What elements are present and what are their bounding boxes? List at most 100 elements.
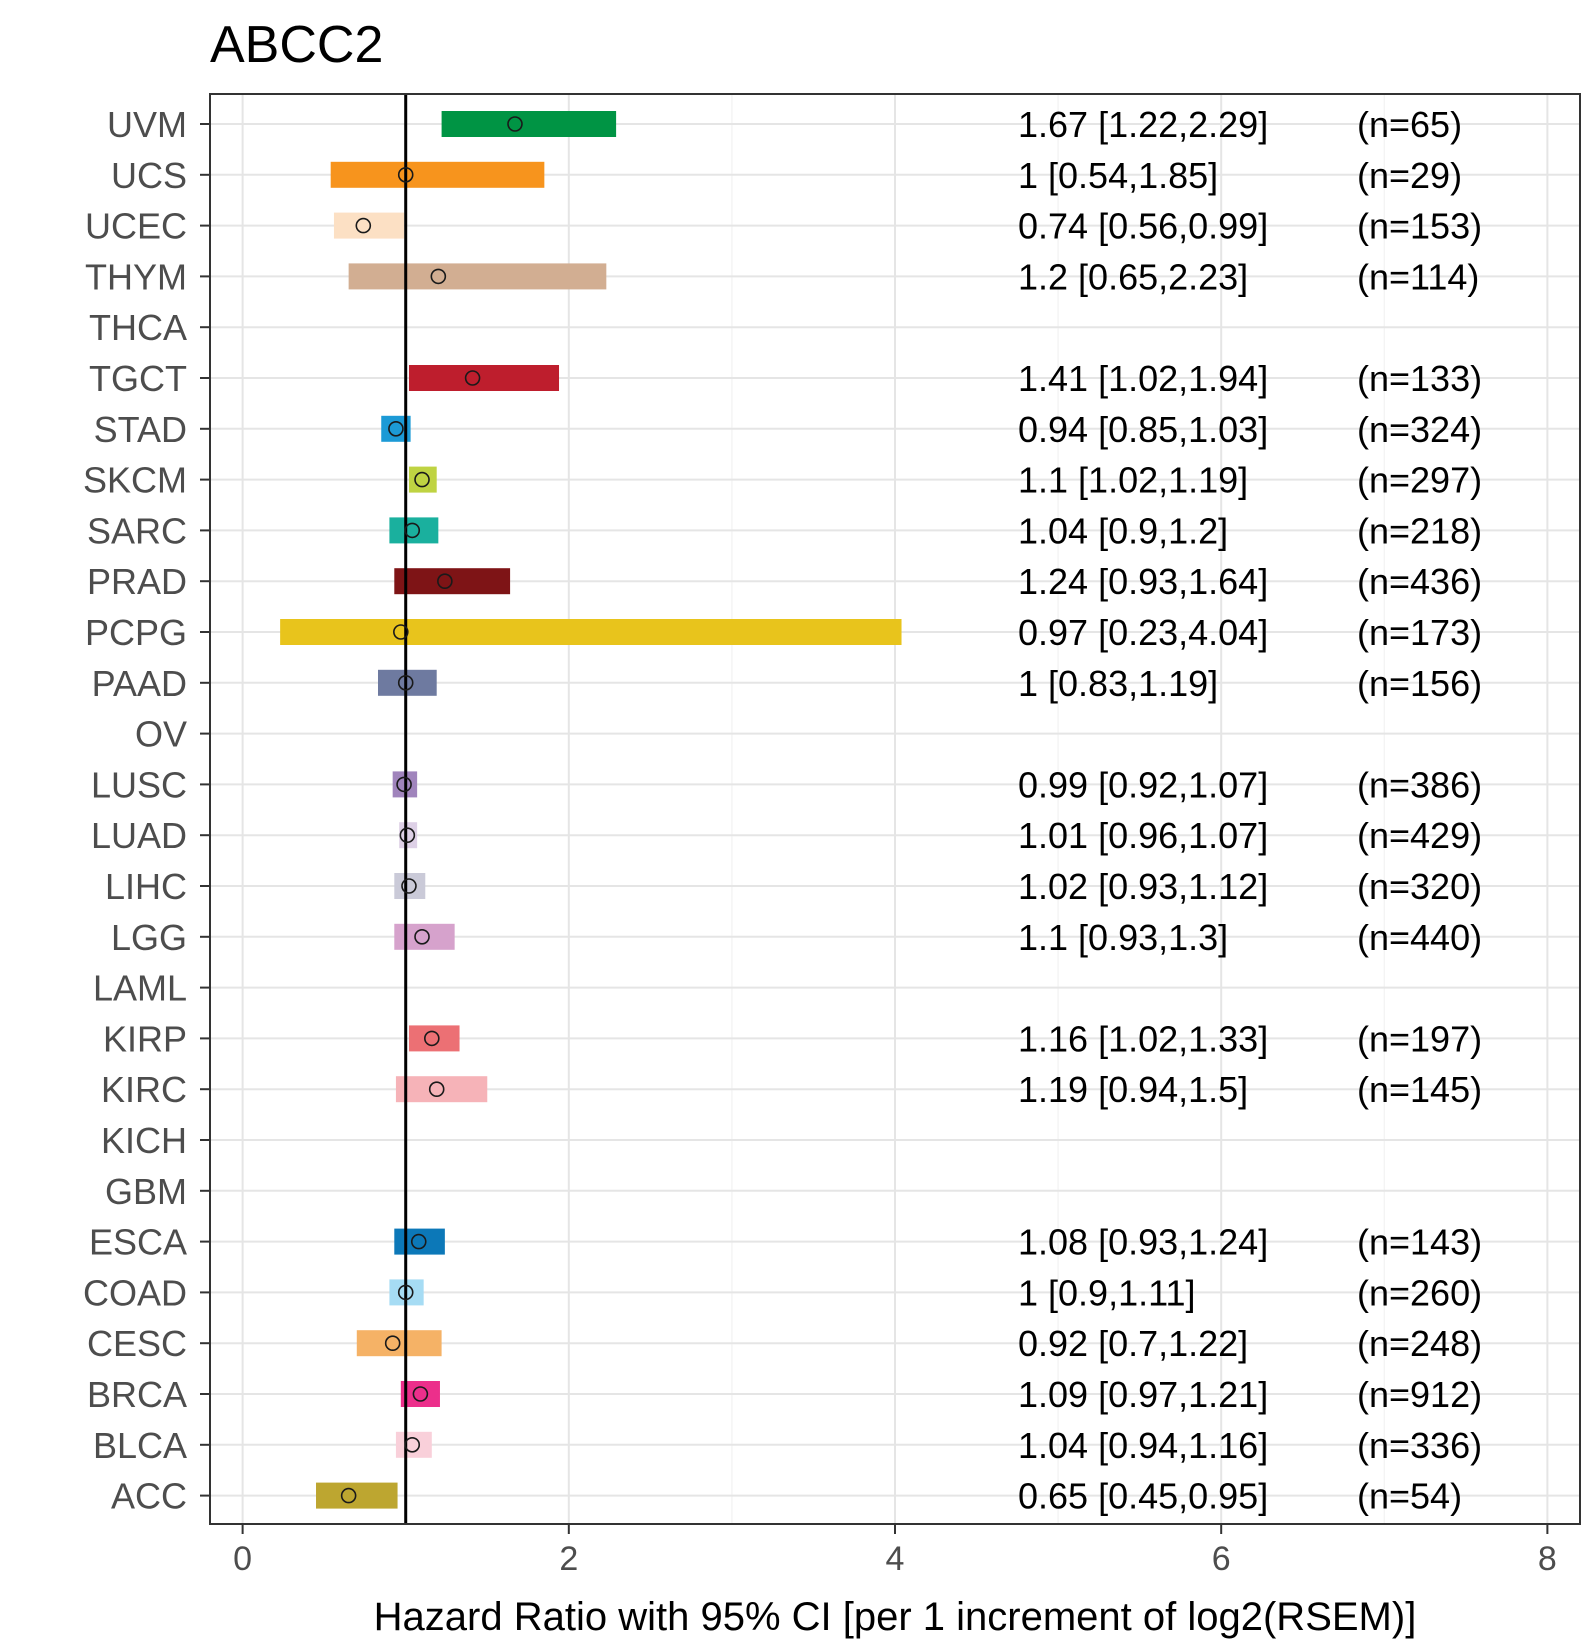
chart-title: ABCC2 [210,16,383,74]
ci-bar [395,1076,488,1103]
hr-points [340,116,523,1504]
hr-point [404,522,421,539]
hr-point [340,1487,357,1504]
hr-point [355,217,372,234]
sample-size-text: (n=429) [1357,815,1482,856]
ci-bar [394,873,426,899]
hr-point [507,116,523,132]
hr-ci-text: 1.67 [1.22,2.29] [1018,104,1268,145]
grid [210,94,1580,1524]
sample-size-text: (n=324) [1357,409,1482,450]
y-tick-label: BRCA [87,1374,187,1415]
hr-ci-text: 0.94 [0.85,1.03] [1018,409,1268,450]
x-axis: 0 2 4 6 8 [233,1524,1557,1578]
hr-point [412,1386,429,1402]
ci-bar [394,923,455,950]
sample-size-text: (n=153) [1357,206,1482,247]
y-tick-label: COAD [83,1272,187,1313]
hr-point [397,1284,414,1301]
ci-bar [348,263,607,290]
hr-ci-text: 1.2 [0.65,2.23] [1018,256,1248,297]
sample-size-text: (n=145) [1357,1069,1482,1110]
hr-ci-text: 1.1 [0.93,1.3] [1018,917,1228,958]
hr-ci-text: 0.97 [0.23,4.04] [1018,612,1268,653]
y-tick-label: UCEC [85,206,187,247]
y-tick-label: TGCT [89,358,187,399]
hr-point [404,1437,421,1453]
hr-ci-text: 1.04 [0.94,1.16] [1018,1425,1268,1466]
y-tick-label: THCA [89,307,187,348]
sample-size-text: (n=297) [1357,460,1482,501]
y-tick-label: LUAD [91,815,187,856]
hr-point [397,167,414,183]
hr-ci-text: 1.01 [0.96,1.07] [1018,815,1268,856]
x-tick-label: 4 [886,1540,905,1578]
ci-bars [280,111,902,1509]
sample-size-text: (n=436) [1357,561,1482,602]
y-tick-label: UCS [111,155,187,196]
hr-ci-text: 1.16 [1.02,1.33] [1018,1018,1268,1059]
y-tick-label: PRAD [87,561,187,602]
ci-bar [408,466,437,493]
hr-ci-text: 1.02 [0.93,1.12] [1018,866,1268,907]
y-tick-label: PCPG [85,612,187,653]
y-tick-label: LGG [111,917,187,958]
x-tick-label: 6 [1212,1540,1231,1578]
y-tick-label: LAML [93,968,187,1009]
hr-point [396,776,412,793]
hr-ci-text: 1.04 [0.9,1.2] [1018,510,1228,551]
sample-size-text: (n=248) [1357,1323,1482,1364]
hr-ci-text: 1 [0.9,1.11] [1018,1272,1195,1313]
ci-bar [330,161,545,188]
y-tick-label: BLCA [93,1425,187,1466]
hr-ci-text: 1.41 [1.02,1.94] [1018,358,1268,399]
hr-point [414,928,430,945]
hr-ci-text: 1.19 [0.94,1.5] [1018,1069,1248,1110]
ci-bar [394,1228,445,1255]
sample-size-text: (n=143) [1357,1222,1482,1263]
y-tick-label: LIHC [105,866,187,907]
ci-bar [408,365,560,391]
hr-point [414,471,430,488]
hr-point [393,624,409,640]
hr-point [399,827,416,844]
sample-size-text: (n=336) [1357,1425,1482,1466]
hr-point [437,573,453,590]
x-tick-label: 0 [233,1540,252,1578]
y-tick-label: SKCM [83,460,187,501]
hr-ci-text: 0.92 [0.7,1.22] [1018,1323,1248,1364]
sample-size-text: (n=320) [1357,866,1482,907]
sample-size-text: (n=386) [1357,764,1482,805]
x-axis-title: Hazard Ratio with 95% CI [per 1 incremen… [374,1595,1417,1639]
hr-ci-text: 1.09 [0.97,1.21] [1018,1374,1268,1415]
y-tick-label: LUSC [91,764,187,805]
ci-bar [389,517,439,544]
hr-point [397,674,414,691]
y-tick-label: STAD [94,409,187,450]
x-tick-label: 2 [559,1540,578,1578]
y-tick-label: GBM [105,1171,187,1212]
ci-bar [400,1381,440,1407]
ci-bar [395,1431,432,1458]
sample-size-text: (n=440) [1357,917,1482,958]
y-tick-label: SARC [87,510,187,551]
sample-size-text: (n=260) [1357,1272,1482,1313]
ci-bar [441,111,617,137]
sample-size-text: (n=173) [1357,612,1482,653]
hr-point [388,420,404,437]
hr-point [428,1081,445,1097]
y-tick-label: THYM [85,256,187,297]
sample-size-text: (n=65) [1357,104,1462,145]
y-tick-label: CESC [87,1323,187,1364]
hr-point [430,268,447,285]
ci-bar [408,1025,460,1052]
sample-size-text: (n=218) [1357,510,1482,551]
hr-point [410,1233,427,1250]
hr-ci-text: 0.74 [0.56,0.99] [1018,206,1268,247]
y-tick-label: KIRC [101,1069,187,1110]
y-tick-label: ACC [111,1476,187,1517]
hr-ci-text: 0.65 [0.45,0.95] [1018,1476,1268,1517]
sample-size-text: (n=114) [1357,256,1479,297]
sample-size-text: (n=197) [1357,1018,1482,1059]
